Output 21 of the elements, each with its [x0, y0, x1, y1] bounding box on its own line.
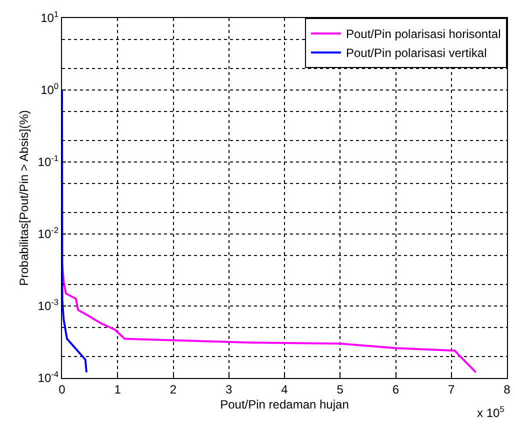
x-tick-label: 0 — [58, 382, 66, 396]
x-tick-label: 6 — [392, 382, 400, 396]
x-tick-label: 8 — [504, 382, 511, 396]
x-tick-label: 2 — [170, 382, 177, 396]
y-tick-label: 10$^{-2}$ — [38, 225, 59, 242]
x-tick-label: 3 — [226, 382, 233, 396]
x-tick-label: 1 — [114, 382, 122, 396]
x-tick-label: 4 — [281, 382, 288, 396]
x-tick-label: 7 — [448, 382, 456, 396]
legend-label: Pout/Pin polarisasi horisontal — [346, 27, 501, 42]
line-series — [62, 89, 88, 374]
y-tick-label: 10$^{-1}$ — [38, 153, 59, 170]
y-axis-title: Probabilitas[Pout/Pin > Absis](%) — [17, 110, 32, 286]
legend-label: Pout/Pin polarisasi vertikal — [346, 46, 487, 60]
text: x 10$^{5}$ — [477, 404, 505, 420]
x-tick-label: 5 — [336, 382, 344, 396]
y-tick-label: 10$^{0}$ — [40, 81, 59, 98]
y-tick-label: 10$^{1}$ — [40, 9, 59, 26]
y-tick-label: 10$^{-3}$ — [38, 297, 59, 314]
x-axis-title: Pout/Pin redaman hujan — [220, 397, 349, 412]
y-tick-label: 10$^{-4}$ — [38, 369, 59, 386]
